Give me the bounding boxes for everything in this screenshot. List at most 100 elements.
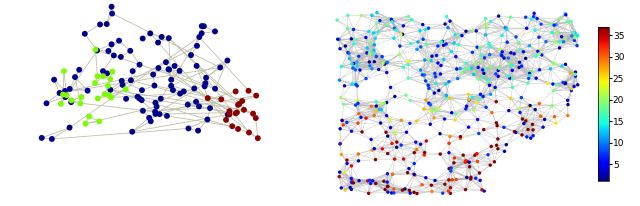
Point (83, 89, 93, 92)
Point (132, 95, 143, 98)
Point (388, 20, 398, 23)
Point (420, 176, 431, 179)
Point (356, 14, 367, 17)
Point (486, 20, 496, 23)
Point (378, 62, 388, 65)
Point (560, 38, 570, 42)
Point (372, 11, 382, 14)
Point (573, 83, 583, 87)
Point (519, 122, 529, 125)
Point (36, 136, 47, 139)
Point (431, 54, 442, 57)
Point (505, 76, 515, 80)
Point (376, 121, 386, 125)
Point (193, 129, 203, 132)
Point (534, 68, 545, 71)
Point (536, 53, 547, 57)
Point (528, 128, 538, 132)
Point (148, 73, 158, 76)
Point (355, 68, 365, 72)
Point (451, 112, 461, 116)
Point (70, 75, 80, 79)
Point (163, 68, 173, 71)
Point (392, 146, 402, 149)
Point (440, 117, 450, 121)
Point (103, 84, 113, 88)
Point (554, 46, 564, 50)
Point (473, 77, 483, 81)
Point (479, 72, 489, 75)
Point (65, 87, 75, 91)
Point (536, 22, 546, 26)
Point (426, 59, 436, 62)
Point (501, 27, 511, 30)
Point (421, 43, 431, 46)
Point (500, 26, 510, 29)
Point (106, 96, 116, 99)
Point (199, 25, 209, 28)
Point (570, 75, 580, 78)
Point (444, 178, 454, 181)
Point (508, 86, 518, 89)
Point (381, 23, 391, 27)
Point (565, 71, 575, 75)
Point (525, 72, 535, 75)
Point (196, 32, 207, 35)
Point (383, 152, 393, 155)
Point (116, 55, 126, 59)
Point (529, 15, 539, 18)
Point (396, 119, 406, 122)
Point (550, 41, 561, 44)
Point (524, 77, 534, 80)
Point (436, 64, 446, 67)
Point (382, 172, 392, 175)
Point (433, 44, 443, 48)
Point (340, 188, 350, 192)
Point (80, 32, 90, 35)
Point (107, 12, 117, 15)
Point (549, 115, 559, 118)
Point (366, 138, 376, 141)
Point (346, 188, 356, 191)
Point (480, 22, 490, 26)
Point (385, 126, 396, 129)
Point (534, 36, 544, 39)
Point (570, 36, 580, 39)
Point (499, 56, 509, 60)
Point (396, 143, 406, 147)
Point (481, 26, 491, 29)
Point (570, 70, 580, 74)
Point (332, 18, 342, 22)
Point (354, 179, 364, 182)
Point (563, 20, 573, 23)
Point (473, 66, 483, 69)
Point (194, 35, 204, 39)
Point (201, 76, 211, 80)
Point (42, 102, 52, 105)
Point (406, 42, 416, 45)
Point (230, 112, 241, 115)
Point (371, 182, 381, 185)
Point (344, 57, 355, 60)
Point (551, 23, 561, 26)
Point (467, 96, 477, 99)
Point (102, 22, 112, 26)
Point (397, 188, 408, 192)
Point (471, 101, 481, 104)
Point (444, 142, 454, 145)
Point (205, 107, 215, 110)
Point (381, 131, 391, 134)
Point (435, 72, 445, 76)
Point (357, 130, 367, 133)
Point (467, 51, 477, 54)
Point (371, 55, 381, 58)
Point (441, 42, 451, 46)
Point (145, 32, 156, 35)
Point (137, 89, 147, 92)
Point (560, 12, 570, 15)
Point (413, 40, 423, 44)
Point (333, 37, 343, 41)
Point (499, 126, 509, 129)
Point (144, 116, 154, 119)
Point (507, 64, 517, 67)
